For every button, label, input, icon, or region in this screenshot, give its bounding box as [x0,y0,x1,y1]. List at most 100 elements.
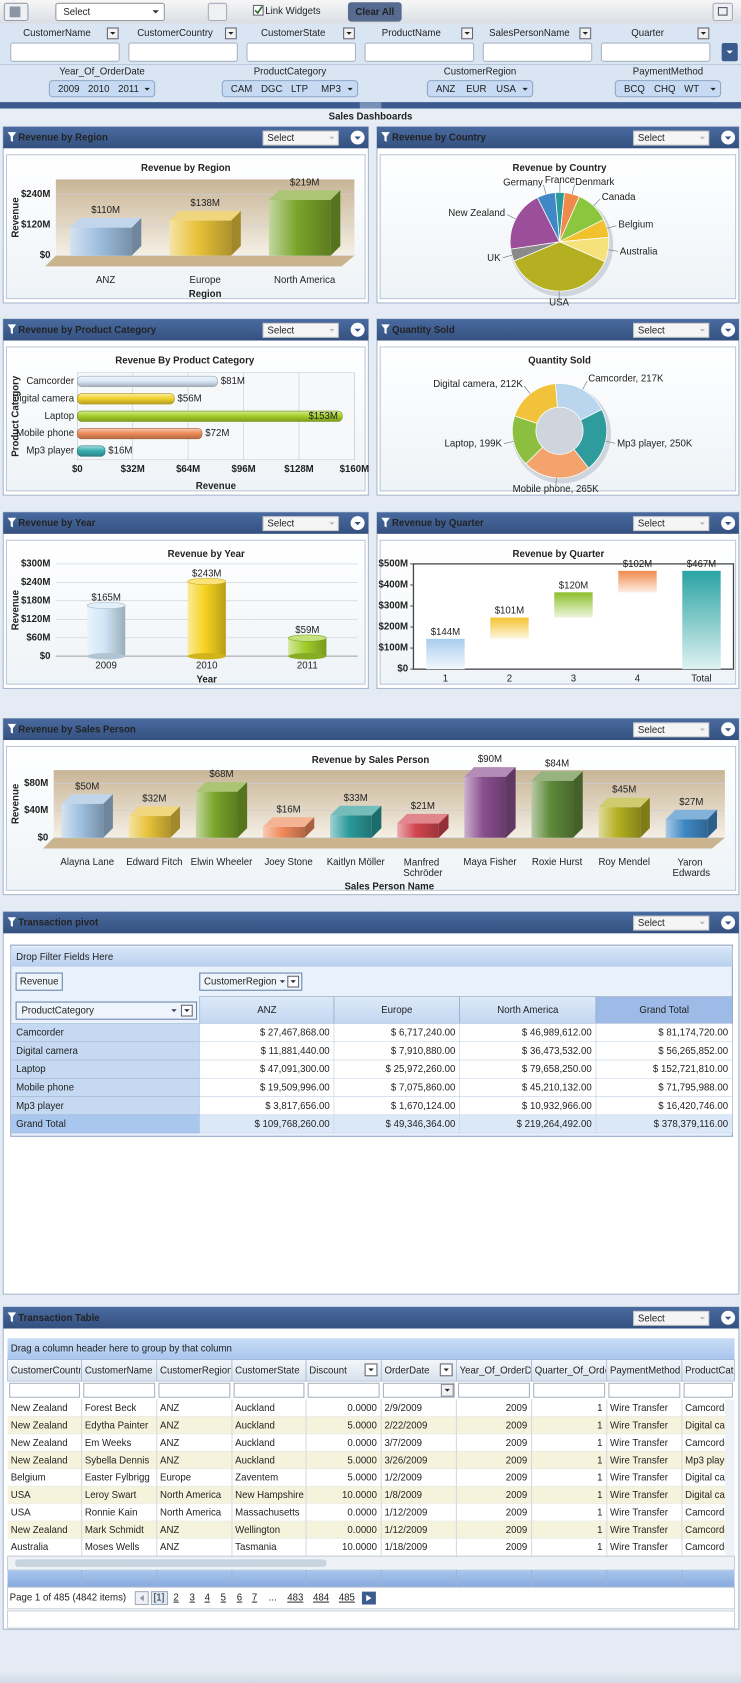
page-link[interactable]: 7 [252,1593,257,1604]
page-link[interactable]: 484 [313,1593,330,1604]
column-filter-input[interactable] [683,1382,733,1398]
column-filter-input[interactable] [158,1382,231,1398]
column-header[interactable] [681,1359,735,1382]
splitter-handle[interactable] [359,102,382,109]
bar-top [187,577,227,585]
column-filter-input[interactable] [382,1382,455,1398]
table-cell: 0.0000 [347,1403,377,1414]
column-filter-input[interactable] [9,1382,81,1398]
table-row[interactable] [7,1538,735,1556]
table-row[interactable] [7,1451,735,1469]
filter-item: USA [496,84,516,95]
filter-input[interactable] [482,42,593,62]
table-cell: 1 [597,1473,602,1484]
table-cell: Wire Transfer [610,1420,669,1431]
filter-input[interactable] [600,42,711,62]
leader-line [543,184,547,195]
panel-select[interactable] [633,1310,710,1326]
x-tick-label: Roy Mendel [598,857,650,868]
leader-line [606,225,617,229]
page-link[interactable]: 2 [173,1593,178,1604]
x-tick-label: 2009 [95,660,116,671]
page-icon-button[interactable] [207,2,228,22]
page-link[interactable]: 6 [237,1593,242,1604]
table-row[interactable] [7,1399,735,1417]
table-cell: Camcorder [685,1403,734,1414]
select-text: Select [63,7,90,18]
select-dropdown[interactable] [55,2,165,22]
scroll-thumb[interactable] [15,1559,327,1567]
table-row[interactable] [7,1434,735,1452]
page-link[interactable]: 485 [339,1593,355,1604]
page-link[interactable]: 3 [190,1593,195,1604]
column-filter-input[interactable] [608,1382,681,1398]
table-cell: North America [160,1507,222,1518]
table-cell: 1 [597,1525,602,1536]
filter-group-label: ProductCategory [254,67,327,78]
chart-title: Revenue by Region [141,163,231,174]
leader-line [608,249,618,252]
table-row[interactable] [7,1521,735,1539]
column-filter-input[interactable] [83,1382,156,1398]
y-tick-label: $0 [38,832,49,843]
pivot-row-label: Mp3 player [16,1101,65,1112]
table-cell: Moses Wells [85,1542,140,1553]
floor [42,837,725,849]
filter-item: WT [684,84,699,95]
filter-group-box[interactable] [48,80,156,98]
bar [330,815,372,838]
panel-select[interactable] [262,516,339,532]
table-cell: Wire Transfer [610,1525,669,1536]
filter-group-box[interactable] [221,80,359,98]
panel-select[interactable] [633,915,710,931]
table-cell: 1 [597,1420,602,1431]
table-row[interactable] [7,1416,735,1435]
panel-select[interactable] [633,130,710,146]
filter-input[interactable] [10,42,120,62]
pivot-column-header [199,996,335,1024]
column-filter-input[interactable] [533,1382,606,1398]
column-filter-input[interactable] [307,1382,380,1398]
dashboard-title: Sales Dashboards [329,112,413,123]
link-checkbox[interactable] [252,4,264,16]
page-link[interactable]: 5 [221,1593,226,1604]
column-header-label: ProductCategory [685,1365,741,1376]
pivot-column-header [333,996,460,1024]
table-cell: 2009 [506,1473,527,1484]
panel-select[interactable] [633,322,710,338]
panel-select[interactable] [633,516,710,532]
panel-title: Revenue by Product Category [18,325,157,336]
table-cell: New Zealand [11,1438,68,1449]
leader-line [504,441,514,444]
dropdown-arrow [184,1009,190,1012]
panel-select[interactable] [262,322,339,338]
panel-select[interactable] [262,130,339,146]
pivot-data-field[interactable] [15,972,63,991]
table-row[interactable] [7,1503,735,1522]
table-cell: Em Weeks [85,1438,132,1449]
filter-group-box[interactable] [614,80,722,98]
panel-select[interactable] [633,722,710,738]
y-tick-label: $0 [40,651,51,662]
column-filter-input[interactable] [458,1382,530,1398]
pivot-value: $ 46,989,612.00 [522,1028,592,1039]
filter-input[interactable] [364,42,475,62]
clear-all-button[interactable] [347,2,402,22]
filter-group-box[interactable] [426,80,534,98]
pivot-column-field[interactable] [199,972,303,991]
filter-input[interactable] [246,42,357,62]
page-link: ... [269,1593,277,1604]
table-cell: New Hampshire [235,1490,304,1501]
pivot-row-field[interactable] [15,1001,198,1020]
restore-button[interactable] [712,2,733,22]
table-row[interactable] [7,1468,735,1487]
pivot-value: $ 45,210,132.00 [522,1083,592,1094]
page-link[interactable]: 483 [287,1593,303,1604]
table-row[interactable] [7,1486,735,1504]
panel-title: Revenue by Region [18,133,108,144]
page-link[interactable]: 4 [205,1593,211,1604]
column-filter-input[interactable] [233,1382,305,1398]
filter-input[interactable] [128,42,238,62]
panel-title: Transaction Table [18,1313,100,1324]
table-cell: Mark Schmidt [85,1525,144,1536]
